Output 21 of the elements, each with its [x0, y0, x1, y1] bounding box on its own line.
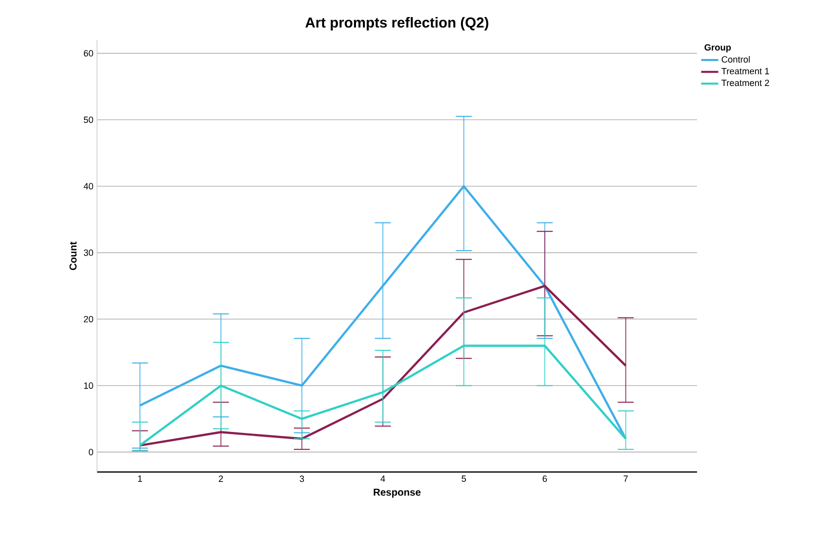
y-tick-label: 60: [84, 50, 94, 56]
x-tick-label: 2: [218, 476, 223, 482]
legend-title: Group: [704, 44, 731, 52]
legend-label: Control: [722, 56, 750, 63]
chart-title: Art prompts reflection (Q2): [305, 17, 488, 30]
x-tick-label: 1: [138, 476, 142, 482]
y-tick-label: 30: [84, 249, 94, 256]
x-axis-title: Response: [374, 488, 421, 498]
y-tick-label: 10: [84, 382, 94, 389]
legend-label: Treatment 2: [721, 80, 769, 86]
y-tick-label: 20: [84, 316, 94, 322]
y-tick-label: 50: [84, 116, 94, 123]
legend-label: Treatment 1: [721, 68, 770, 74]
y-tick-label: 40: [84, 183, 94, 190]
y-axis-title: Count: [70, 242, 77, 270]
x-tick-label: 3: [300, 476, 304, 482]
x-tick-label: 4: [380, 476, 386, 482]
x-tick-label: 5: [462, 476, 466, 482]
x-tick-label: 7: [624, 476, 628, 482]
y-tick-label: 0: [88, 448, 94, 456]
x-tick-label: 6: [542, 476, 547, 482]
